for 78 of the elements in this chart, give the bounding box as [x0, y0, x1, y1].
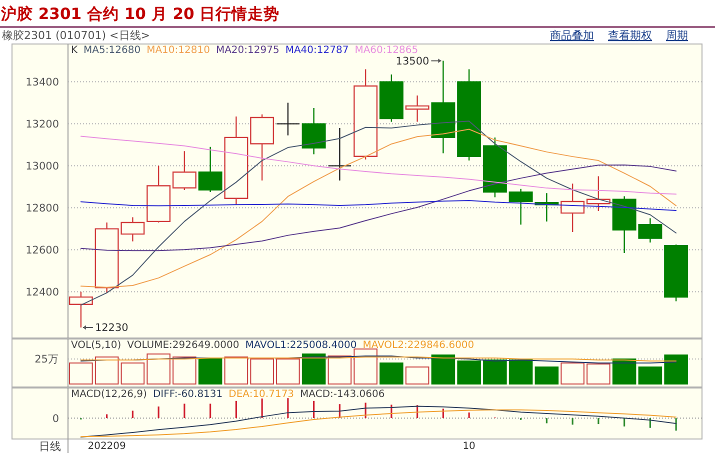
y-tick-label: 12400: [26, 286, 59, 298]
bar: [146, 354, 170, 384]
x-tick-label: 202209: [88, 441, 126, 452]
bar: [457, 360, 481, 384]
text: 商品叠加: [550, 29, 594, 42]
bar: [250, 358, 274, 384]
bar: [172, 356, 196, 384]
bar: [638, 366, 662, 384]
annotation: 13500: [396, 55, 430, 68]
series-label: MAVOL2:229846.6000: [362, 340, 474, 351]
bar: [560, 362, 584, 384]
candlestick: [328, 127, 352, 182]
bar: [69, 362, 93, 384]
candlestick: [457, 68, 482, 162]
bar: [534, 366, 559, 384]
candlestick: [68, 291, 93, 328]
candlestick: [276, 102, 300, 136]
candlestick: [250, 114, 274, 182]
x-axis-title: 日线: [39, 440, 61, 453]
legend-title: VOL(5,10): [71, 340, 122, 351]
y-tick-label: 13200: [26, 118, 59, 130]
annotation: 12230: [94, 322, 128, 334]
bar: [483, 360, 507, 384]
line-series: [80, 200, 677, 212]
bar: [612, 358, 636, 384]
text: MA20:12975: [216, 45, 280, 56]
bar: [120, 362, 145, 384]
bar: [328, 356, 352, 384]
bar: [405, 366, 430, 384]
bar: [431, 354, 456, 384]
legend-title: MACD(12,26,9): [71, 389, 148, 400]
series-label: VOLUME:292649.0000: [127, 340, 240, 351]
bar: [94, 356, 119, 384]
chart-title: 沪胶 2301 合约 10 月 20 日行情走势: [0, 4, 280, 23]
candlestick: [508, 188, 533, 226]
text: DIFF:-60.8131: [152, 389, 223, 400]
y-tick-label: 12600: [26, 244, 59, 256]
bar: [354, 348, 378, 384]
candlestick: [224, 116, 248, 206]
text: MA40:12787: [285, 45, 349, 56]
candlestick: [586, 176, 610, 212]
line-series: [80, 164, 677, 252]
candlestick: [172, 150, 196, 191]
text: MA10:12810: [146, 45, 210, 56]
bar: [586, 364, 610, 384]
candlestick: [146, 165, 171, 224]
candlestick: [482, 136, 507, 198]
text: 查看期权: [608, 29, 652, 42]
bar: [664, 354, 688, 384]
bar: [302, 354, 326, 384]
annotation: MACD:-143.0606: [300, 389, 385, 400]
bar: [276, 358, 300, 384]
candlestick: [664, 244, 688, 302]
text: 周期: [666, 29, 688, 42]
text: DEA:10.7173: [228, 389, 294, 400]
candlestick: [431, 60, 456, 154]
bar: [380, 362, 404, 384]
candlestick: [560, 183, 585, 233]
bar: [198, 358, 222, 384]
y-tick-label: 12800: [26, 202, 59, 214]
text: MA5:12680: [84, 45, 141, 56]
candlestick: [302, 107, 326, 155]
y-tick-label: 13400: [26, 76, 59, 88]
legend-title: K: [71, 45, 78, 56]
chart-subtitle: 橡胶2301 (010701) <日线>: [2, 29, 150, 42]
y-tick-label: 13000: [26, 160, 59, 172]
text: MA60:12865: [354, 45, 418, 56]
series-label: MAVOL1:225008.4000: [245, 340, 357, 351]
y-tick-label: 25万: [34, 354, 59, 366]
ref-line-label: 0: [52, 412, 59, 425]
x-tick-label: 10: [462, 441, 476, 452]
line-series: [80, 136, 677, 195]
bar: [508, 360, 533, 384]
bar: [224, 356, 248, 384]
candlestick: [379, 74, 404, 122]
candlestick: [405, 94, 430, 122]
candlestick: [198, 146, 222, 193]
candlestick: [354, 68, 378, 160]
